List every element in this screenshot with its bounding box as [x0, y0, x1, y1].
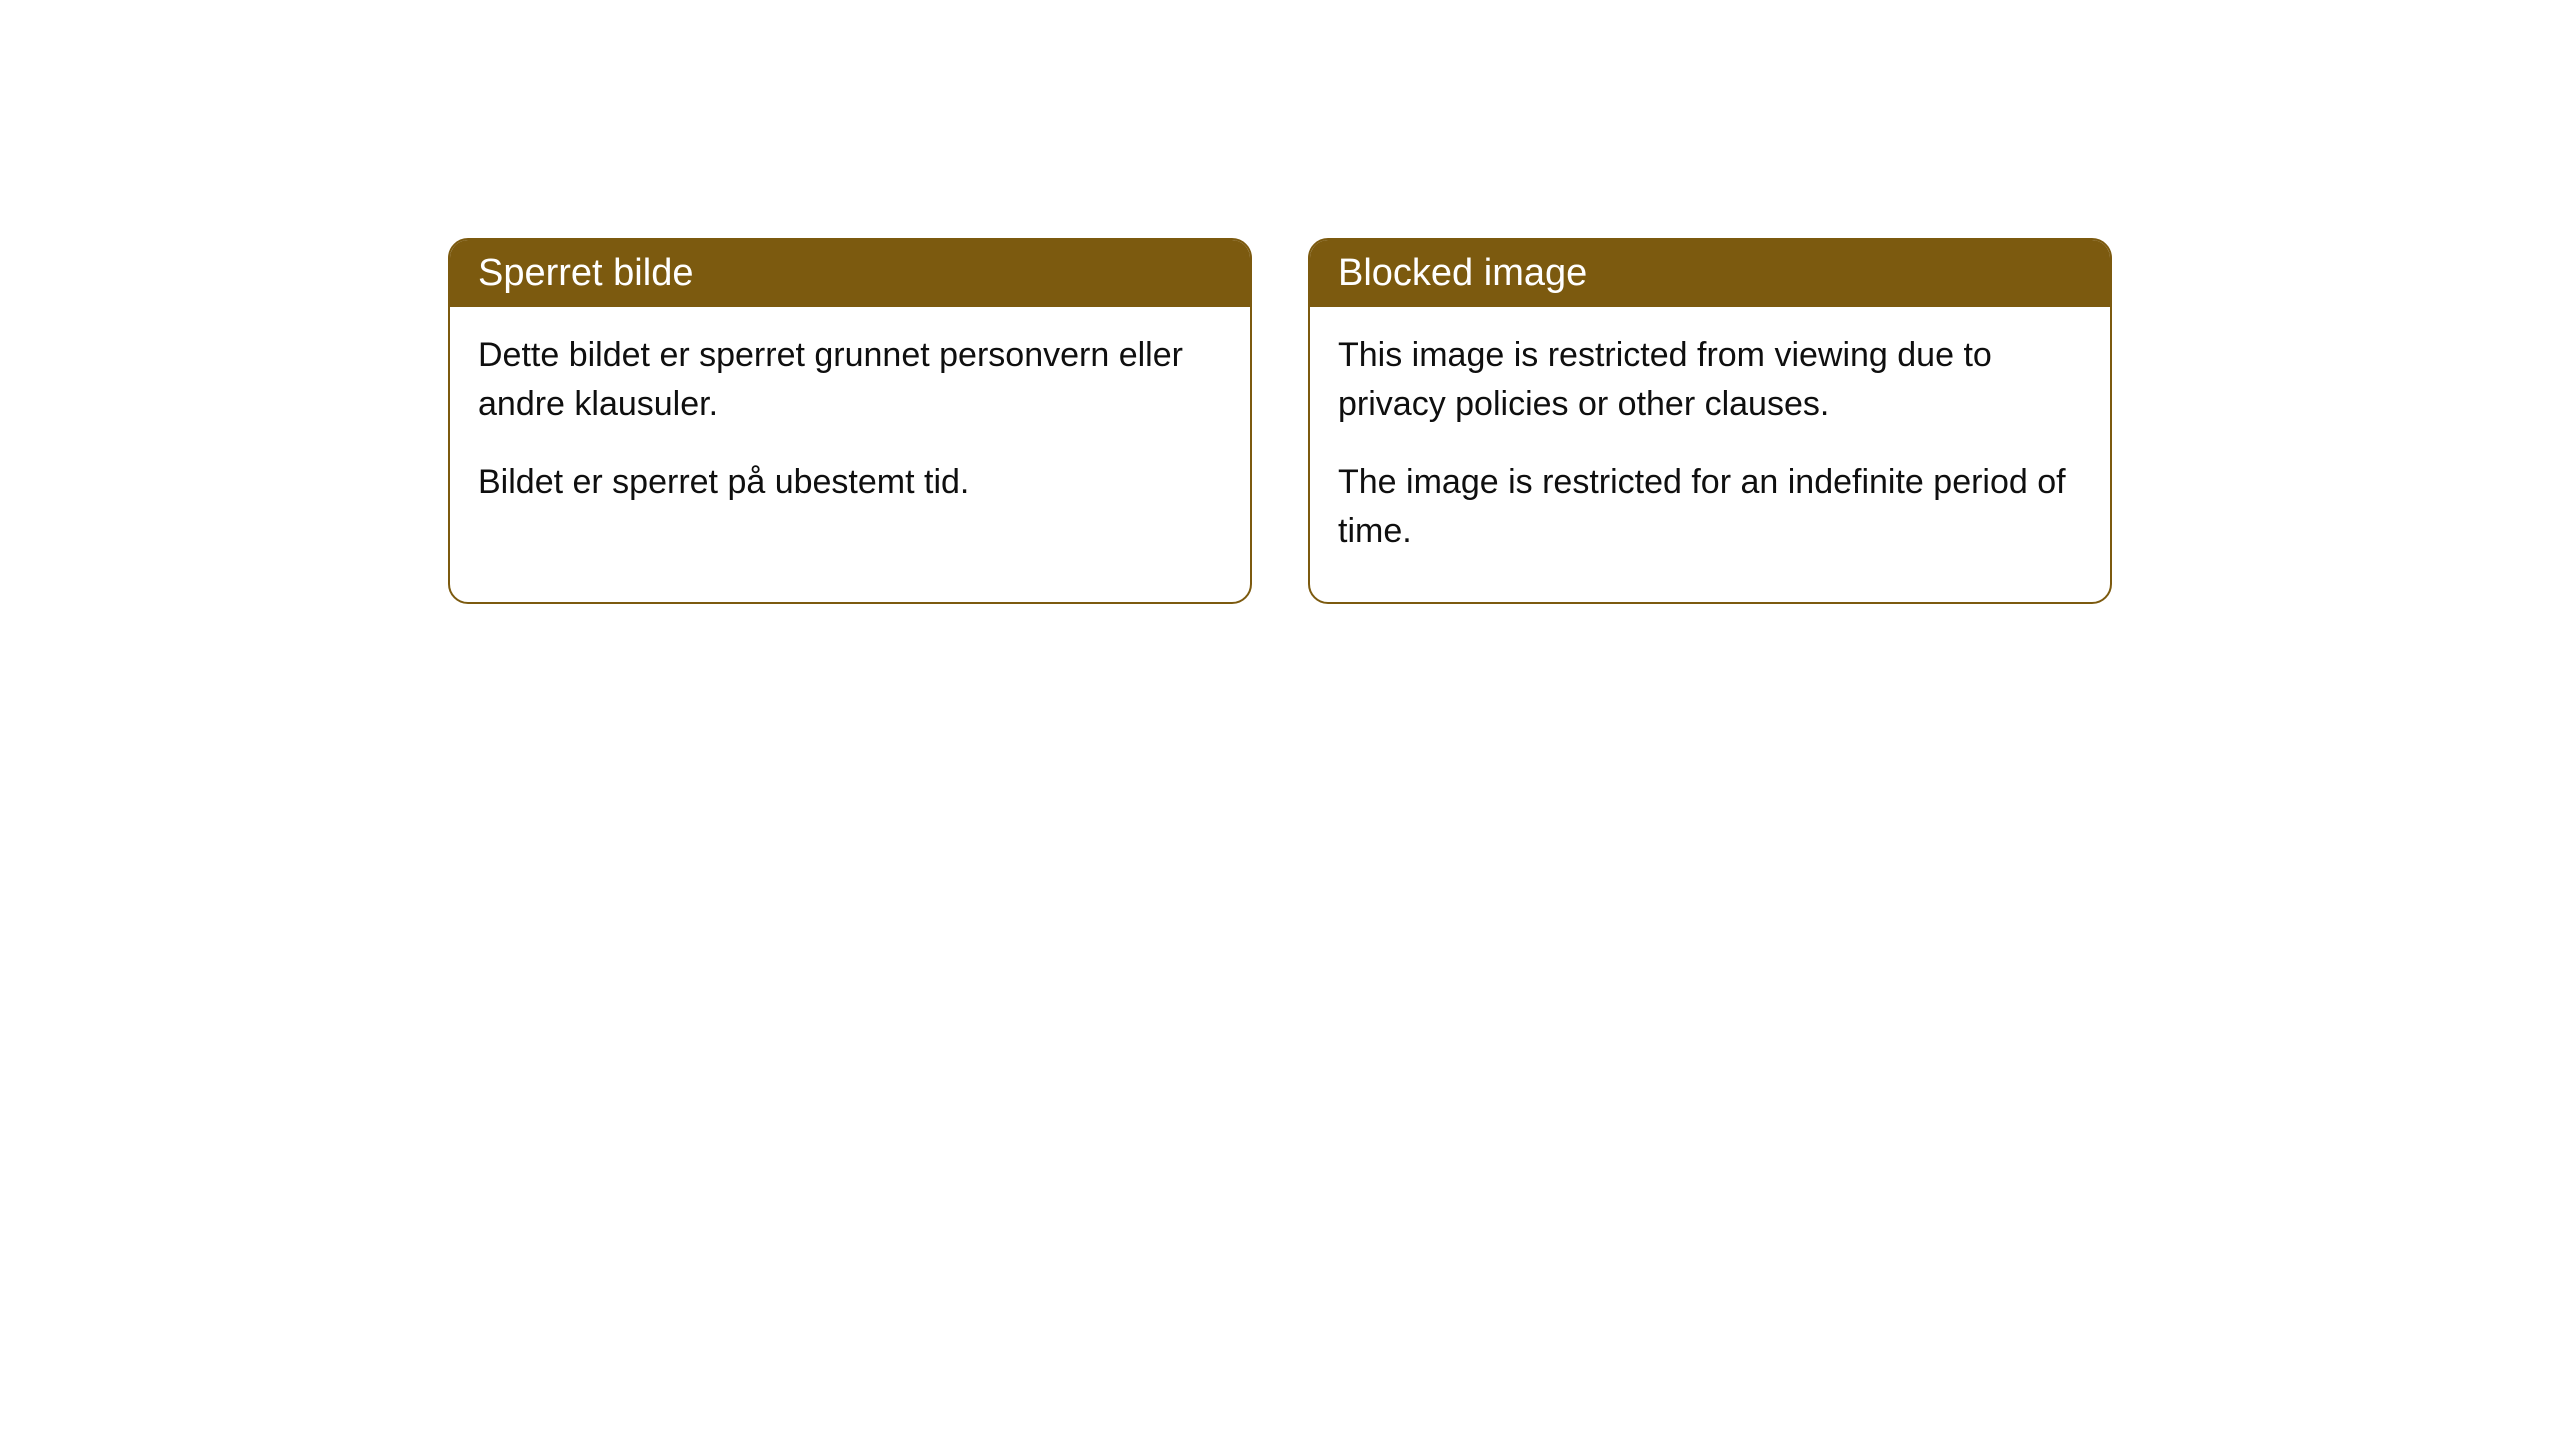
card-body-english: This image is restricted from viewing du… — [1310, 307, 2110, 602]
blocked-image-card-norwegian: Sperret bilde Dette bildet er sperret gr… — [448, 238, 1252, 604]
blocked-image-cards-container: Sperret bilde Dette bildet er sperret gr… — [448, 238, 2112, 604]
blocked-image-card-english: Blocked image This image is restricted f… — [1308, 238, 2112, 604]
card-paragraph: This image is restricted from viewing du… — [1338, 331, 2082, 430]
card-paragraph: The image is restricted for an indefinit… — [1338, 458, 2082, 557]
card-body-norwegian: Dette bildet er sperret grunnet personve… — [450, 307, 1250, 553]
card-header-norwegian: Sperret bilde — [450, 240, 1250, 307]
card-paragraph: Dette bildet er sperret grunnet personve… — [478, 331, 1222, 430]
card-header-english: Blocked image — [1310, 240, 2110, 307]
card-paragraph: Bildet er sperret på ubestemt tid. — [478, 458, 1222, 507]
